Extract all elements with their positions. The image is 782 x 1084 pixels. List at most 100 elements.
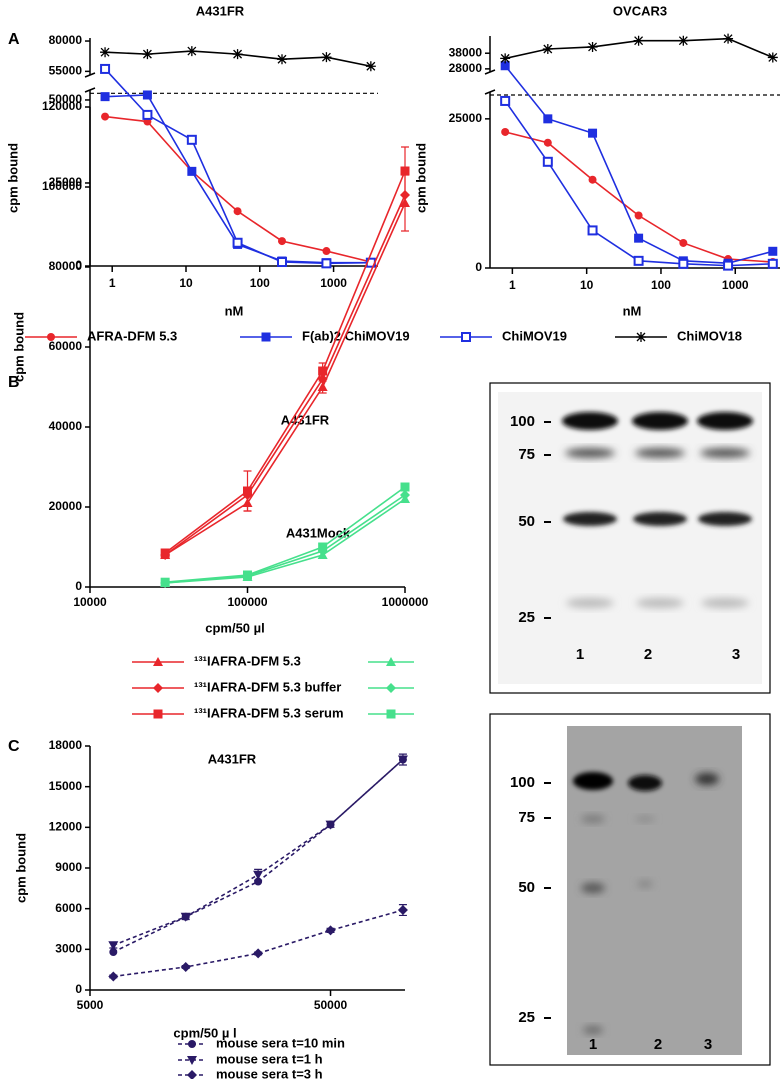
marker <box>47 333 55 341</box>
legend-label: mouse sera t=1 h <box>216 1051 323 1066</box>
axis-break <box>484 69 496 95</box>
y-axis-label: cpm bound <box>413 143 428 213</box>
series-line <box>113 758 404 947</box>
marker <box>500 95 511 106</box>
lane-label: 2 <box>644 646 652 663</box>
chart: OVCAR3 nM cpm bound 28000 38000 0 25000 1 10 100 1… <box>413 3 780 343</box>
marker <box>461 332 471 342</box>
legend-label: ChiMOV19 <box>502 328 567 343</box>
gel-band <box>700 448 750 458</box>
series-line <box>165 486 406 583</box>
legend-label: mouse sera t=10 min <box>216 1035 345 1050</box>
y-tick-label: 80000 <box>49 259 83 273</box>
gel-band <box>637 880 653 888</box>
size-marker-label: 100 <box>510 774 535 791</box>
y-tick-label: 0 <box>475 260 482 274</box>
panel-label: A <box>8 31 20 48</box>
x-tick-label: 10 <box>580 278 594 292</box>
legend-label: AFRA-DFM 5.3 <box>87 328 177 343</box>
marker <box>365 61 376 72</box>
legend-label: F(ab)2 ChiMOV19 <box>302 328 410 343</box>
marker <box>108 941 119 951</box>
size-marker-label: 100 <box>510 413 535 430</box>
gel-band <box>697 412 753 430</box>
marker <box>253 948 264 959</box>
series-line <box>164 202 406 556</box>
size-marker-label: 50 <box>518 513 535 530</box>
marker <box>186 134 197 145</box>
marker <box>587 41 598 52</box>
marker <box>233 207 242 216</box>
marker <box>588 175 597 184</box>
chart-title: A431FR <box>208 751 257 766</box>
y-tick-label: 25000 <box>449 111 483 125</box>
marker <box>160 548 170 558</box>
gel-band <box>566 598 614 608</box>
legend-label: ¹³¹IAFRA-DFM 5.3 <box>194 653 301 668</box>
x-tick-label: 10 <box>179 276 193 290</box>
gel-band <box>635 816 655 822</box>
x-tick-label: 1 <box>109 276 116 290</box>
marker <box>386 657 396 666</box>
series-line <box>112 758 404 953</box>
marker <box>253 870 264 880</box>
marker <box>142 90 152 100</box>
marker <box>723 33 734 44</box>
x-tick-label: 1000 <box>722 278 749 292</box>
legend-label: ¹³¹IAFRA-DFM 5.3 serum <box>194 705 344 720</box>
gel-band <box>563 512 617 526</box>
y-tick-label: 0 <box>75 579 82 593</box>
series-line <box>165 498 406 584</box>
marker <box>109 948 118 957</box>
series-line <box>113 909 404 978</box>
x-tick-label: 1000000 <box>382 595 429 609</box>
marker <box>278 237 286 246</box>
marker <box>317 382 328 391</box>
lane-label: 2 <box>654 1036 662 1053</box>
marker <box>186 46 197 57</box>
marker <box>180 912 191 922</box>
marker <box>588 128 598 138</box>
gel-panel: 100 75 50 25 1 2 3 <box>489 713 771 1066</box>
legend-label: mouse sera t=3 h <box>216 1066 323 1079</box>
size-marker-label: 75 <box>518 809 535 826</box>
gel-panel: 100 75 50 25 1 2 3 <box>489 382 771 694</box>
gel-band <box>633 512 687 526</box>
marker <box>277 54 287 65</box>
marker <box>325 925 336 936</box>
marker <box>543 114 553 124</box>
y-tick-label: 18000 <box>49 738 83 752</box>
marker <box>187 1056 197 1065</box>
chart-title: OVCAR3 <box>613 3 667 18</box>
y-tick-label: 20000 <box>49 499 83 513</box>
series-line <box>164 194 406 556</box>
gel-band <box>581 815 605 823</box>
x-tick-label: 100000 <box>227 595 267 609</box>
chart: cpm/50 µl cpm bound 0 20000 40000 60000 80000 1… <box>11 99 428 720</box>
size-marker-label: 25 <box>518 1009 535 1026</box>
marker <box>542 156 553 167</box>
marker <box>543 138 552 147</box>
y-tick-label: 12000 <box>49 820 83 834</box>
marker <box>142 49 153 60</box>
gel-band <box>636 598 684 608</box>
marker <box>400 166 410 176</box>
annotation: A431Mock <box>286 525 351 540</box>
legend-label: ¹³¹IAFRA-DFM 5.3 buffer <box>194 679 341 694</box>
panel-label: B <box>8 374 20 391</box>
marker <box>767 258 778 269</box>
marker <box>542 43 553 54</box>
size-marker-label: 50 <box>518 879 535 896</box>
lane-label: 1 <box>576 646 584 663</box>
marker <box>397 755 408 765</box>
gel-band <box>635 448 685 458</box>
marker <box>633 35 644 46</box>
marker <box>767 52 778 63</box>
x-tick-label: 10000 <box>73 595 107 609</box>
marker <box>400 490 410 500</box>
x-tick-label: 50000 <box>314 998 348 1012</box>
y-axis-label: cpm bound <box>13 833 28 903</box>
y-axis-label: cpm bound <box>11 312 26 382</box>
axis-break <box>84 72 96 93</box>
